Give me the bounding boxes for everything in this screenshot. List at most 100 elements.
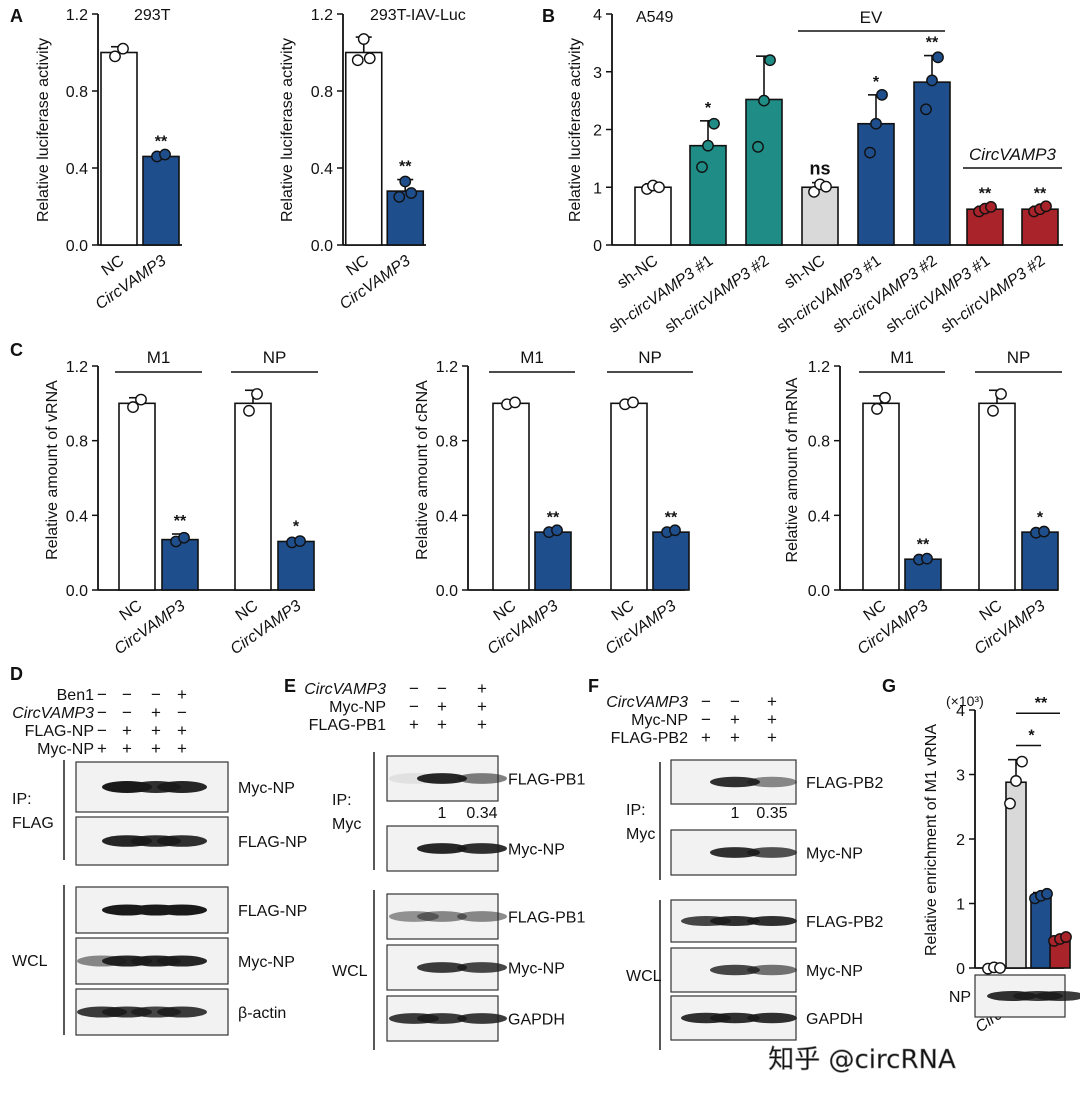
condition-sign: − [97,721,107,740]
chart-b: 0 1 2 3 4 Relative luciferase activity A549 sh-… [567,7,1063,337]
y-tick-label: 0 [956,961,965,978]
y-tick-label: 0.8 [66,84,88,101]
y-tick-label: 2 [593,123,602,140]
x-tick-label: NC [99,252,128,279]
band-label: Myc-NP [508,842,565,859]
condition-label: FLAG-PB2 [611,730,688,747]
y-unit-label: (×10³) [946,693,984,709]
bar [689,144,727,246]
panel-letter-e: E [284,676,296,696]
y-tick-label: 0.4 [311,161,333,178]
significance-label: ** [155,134,168,151]
data-point [696,161,708,173]
blot-band [157,955,207,967]
condition-sign: − [730,692,740,711]
data-point [251,388,263,400]
panel-letter-b: B [542,6,555,26]
bar [1005,781,1027,969]
y-tick-label: 0.0 [808,583,830,600]
bar [652,531,690,591]
data-point [1060,931,1072,943]
condition-label: FLAG-PB1 [309,717,386,734]
data-point [127,401,139,413]
condition-sign: + [730,728,740,747]
panel-letter-g: G [882,676,896,696]
band-label: GAPDH [508,1012,565,1029]
data-point [109,50,121,63]
condition-sign: + [151,739,161,758]
x-tick-label: NC [609,597,638,624]
condition-sign: + [477,715,487,734]
condition-sign: + [151,721,161,740]
y-tick-label: 1.2 [66,359,88,376]
condition-sign: − [97,685,107,704]
condition-sign: − [701,710,711,729]
bar [862,402,900,591]
bar [634,186,672,246]
y-tick-label: 0.0 [66,238,88,255]
data-point [1016,755,1028,768]
significance-label: ** [399,159,412,176]
y-tick-label: 0.4 [66,161,88,178]
bar [534,531,572,591]
data-point [920,103,932,116]
condition-sign: + [477,697,487,716]
panel-letter-d: D [10,664,23,684]
condition-sign: + [122,721,132,740]
blot-panel-e: CircVAMP3− − +Myc-NP − + +FLAG-PB1 + + +FLAG-PB1… [304,679,585,1050]
y-tick-label: 2 [956,832,965,849]
y-tick-label: 1 [956,897,965,914]
y-tick-label: 4 [956,703,965,720]
group-label: EV [860,8,883,27]
watermark: 知乎 @circRNA [768,1045,956,1075]
condition-sign: − [151,685,161,704]
x-tick-label: NC [861,597,890,624]
condition-sign: − [122,685,132,704]
data-point [1010,775,1022,787]
y-tick-label: 0.8 [436,434,458,451]
band-label: β-actin [238,1005,286,1022]
blot-band [747,964,797,976]
section-label: WCL [332,963,368,980]
significance-label: ** [917,536,930,553]
condition-sign: − [409,697,419,716]
y-tick-label: 4 [593,7,602,24]
panel-letter-c: C [10,340,23,360]
blot-band [417,911,467,922]
data-point [1040,200,1052,213]
data-point [405,187,418,199]
condition-sign: + [437,715,447,734]
data-point [159,148,171,161]
y-tick-label: 1.2 [311,7,333,24]
data-point [509,396,521,409]
blot-band [710,776,760,788]
condition-label: CircVAMP3 [12,705,94,722]
y-axis-label: Relative amount of mRNA [784,377,801,562]
condition-sign: − [409,679,419,698]
blot-band [157,1006,207,1018]
data-point [653,181,665,194]
data-point [994,962,1006,974]
band-label: FLAG-NP [238,834,307,851]
data-point [1041,887,1053,900]
bar [1021,531,1059,591]
y-tick-label: 3 [593,65,602,82]
group-label: NP [638,348,662,367]
x-tick-label: NC [491,597,520,624]
subtitle: 293T [134,7,171,24]
significance-label: ** [926,35,939,52]
bar [801,186,839,246]
section-label: Myc [332,816,361,833]
condition-sign: − [437,679,447,698]
bar [610,402,648,591]
data-point [351,54,364,67]
group-label: NP [263,348,287,367]
data-point [879,391,891,404]
group-label: M1 [890,348,914,367]
blot-panel-d: Ben1− − − +CircVAMP3− − + −FLAG-NP − + + +Myc-NP + +… [12,685,307,1036]
data-point [669,524,681,537]
bar [234,402,272,591]
subtitle: A549 [636,9,673,26]
data-point [987,404,999,417]
